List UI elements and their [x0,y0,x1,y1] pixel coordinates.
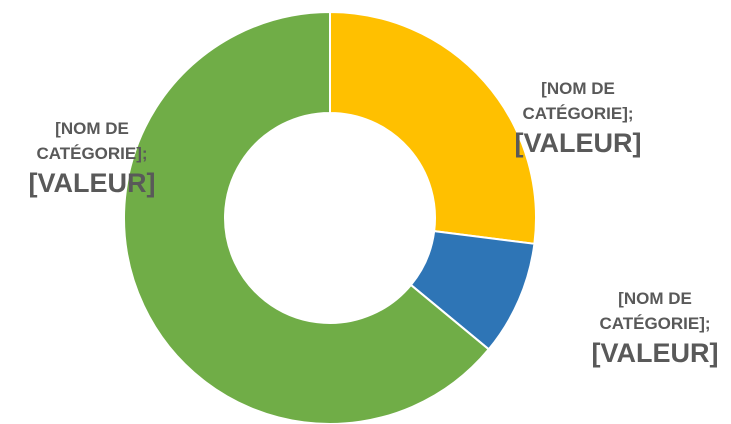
category-label: [NOM DE CATÉGORIE]; [522,79,634,123]
data-label: [NOM DE CATÉGORIE]; [VALEUR] [27,116,157,200]
donut-segment [329,10,537,245]
value-label: [VALEUR] [28,168,156,198]
value-label: [VALEUR] [591,338,719,368]
value-label: [VALEUR] [514,128,642,158]
data-label: [NOM DE CATÉGORIE]; [VALEUR] [513,76,643,160]
category-label: [NOM DE CATÉGORIE]; [599,289,711,333]
donut-segment [123,10,491,424]
data-label: [NOM DE CATÉGORIE]; [VALEUR] [590,286,720,370]
category-label: [NOM DE CATÉGORIE]; [36,119,148,163]
